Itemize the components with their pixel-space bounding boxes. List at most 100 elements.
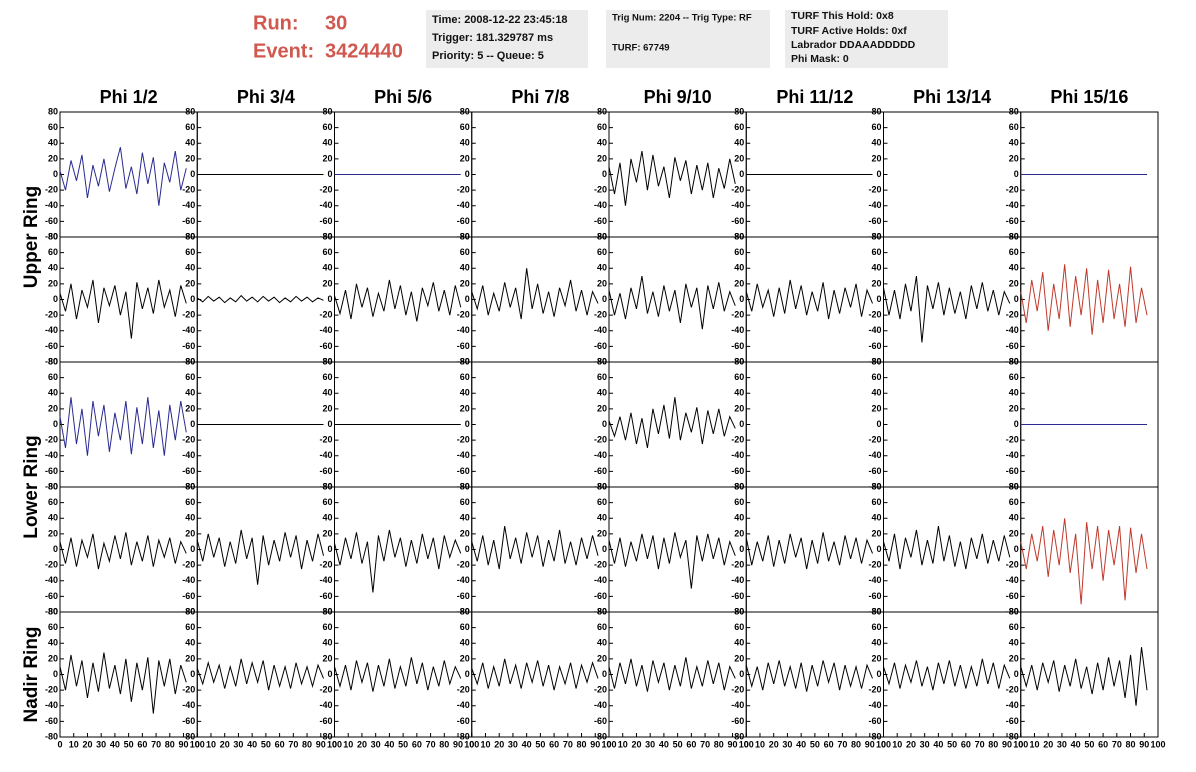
x-tick-label: 40 — [247, 739, 257, 749]
y-tick-label: 20 — [185, 153, 195, 163]
y-tick-label: 60 — [185, 122, 195, 132]
y-tick-label: 80 — [1009, 231, 1019, 241]
y-tick-label: -40 — [1006, 200, 1019, 210]
y-tick-label: 40 — [597, 263, 607, 273]
y-tick-label: -80 — [868, 231, 881, 241]
waveform — [59, 147, 187, 206]
x-tick-label: 20 — [220, 739, 230, 749]
x-tick-label: 60 — [686, 739, 696, 749]
y-tick-label: -60 — [457, 716, 470, 726]
y-tick-label: 20 — [48, 278, 58, 288]
panel-frame — [196, 236, 335, 363]
y-tick-label: 60 — [734, 622, 744, 632]
y-tick-label: 80 — [185, 106, 195, 116]
y-tick-label: 80 — [460, 606, 470, 616]
x-tick-label: 90 — [179, 739, 189, 749]
y-tick-label: -60 — [182, 466, 195, 476]
y-tick-label: -20 — [319, 560, 332, 570]
y-tick-label: 60 — [734, 372, 744, 382]
y-tick-label: -20 — [319, 435, 332, 445]
waveform — [59, 279, 187, 339]
y-tick-label: -60 — [731, 341, 744, 351]
y-tick-label: 60 — [871, 372, 881, 382]
y-tick-label: 40 — [597, 638, 607, 648]
x-tick-label: 40 — [110, 739, 120, 749]
y-tick-label: -20 — [868, 185, 881, 195]
waveform — [608, 150, 736, 206]
panel-frame — [59, 611, 198, 738]
x-tick-label: 50 — [398, 739, 408, 749]
y-tick-label: 20 — [734, 153, 744, 163]
column-title: Phi 3/4 — [237, 87, 295, 107]
y-tick-label: -40 — [594, 200, 607, 210]
y-tick-label: 80 — [460, 231, 470, 241]
y-tick-label: 20 — [460, 153, 470, 163]
y-tick-label: -20 — [1006, 185, 1019, 195]
panel-frame — [745, 361, 884, 488]
y-tick-label: -60 — [868, 216, 881, 226]
y-tick-label: -40 — [45, 700, 58, 710]
y-tick-label: 80 — [734, 481, 744, 491]
y-tick-label: -60 — [594, 341, 607, 351]
y-tick-label: 0 — [739, 669, 744, 679]
y-tick-label: -20 — [457, 560, 470, 570]
x-tick-label: 70 — [288, 739, 298, 749]
y-tick-label: 80 — [185, 606, 195, 616]
y-tick-label: -40 — [868, 450, 881, 460]
info-box — [785, 10, 948, 68]
y-tick-label: -60 — [319, 716, 332, 726]
y-tick-label: 0 — [739, 169, 744, 179]
x-tick-label: 60 — [275, 739, 285, 749]
y-tick-label: -80 — [594, 231, 607, 241]
y-tick-label: 40 — [871, 388, 881, 398]
y-tick-label: 0 — [602, 169, 607, 179]
y-tick-label: 80 — [734, 606, 744, 616]
y-tick-label: 60 — [322, 372, 332, 382]
column-title: Phi 5/6 — [374, 87, 432, 107]
y-tick-label: 80 — [734, 106, 744, 116]
y-tick-label: -80 — [45, 231, 58, 241]
y-tick-label: 80 — [48, 606, 58, 616]
x-tick-label: 90 — [590, 739, 600, 749]
y-tick-label: -80 — [457, 481, 470, 491]
y-tick-label: 0 — [876, 294, 881, 304]
y-tick-label: 60 — [460, 122, 470, 132]
y-tick-label: 0 — [190, 544, 195, 554]
y-tick-label: 20 — [597, 278, 607, 288]
y-tick-label: 20 — [48, 403, 58, 413]
y-tick-label: -60 — [182, 341, 195, 351]
waveform — [1020, 264, 1148, 335]
waveform — [1020, 647, 1148, 706]
y-tick-label: 0 — [327, 669, 332, 679]
x-tick-label: 80 — [165, 739, 175, 749]
y-tick-label: 60 — [1009, 622, 1019, 632]
y-tick-label: -20 — [45, 435, 58, 445]
y-tick-label: 20 — [734, 278, 744, 288]
x-tick-label: 10 — [755, 739, 765, 749]
ring-label: Nadir Ring — [21, 626, 42, 722]
waveform — [1020, 518, 1148, 605]
y-tick-label: 40 — [1009, 138, 1019, 148]
y-tick-label: 0 — [327, 419, 332, 429]
y-tick-label: 60 — [48, 122, 58, 132]
x-tick-label: 80 — [302, 739, 312, 749]
y-tick-label: 20 — [597, 153, 607, 163]
y-tick-label: 20 — [185, 403, 195, 413]
waveform — [334, 279, 462, 322]
x-tick-label: 40 — [384, 739, 394, 749]
y-tick-label: 60 — [185, 497, 195, 507]
y-tick-label: 60 — [48, 497, 58, 507]
x-tick-label: 50 — [124, 739, 134, 749]
y-tick-label: 60 — [460, 372, 470, 382]
waveform — [608, 532, 736, 589]
y-tick-label: -40 — [731, 700, 744, 710]
y-tick-label: -40 — [868, 700, 881, 710]
y-tick-label: 0 — [190, 669, 195, 679]
info-line: TURF: 67749 — [612, 43, 670, 54]
y-tick-label: 60 — [1009, 247, 1019, 257]
x-tick-label: 50 — [673, 739, 683, 749]
y-tick-label: 40 — [734, 138, 744, 148]
y-tick-label: 0 — [53, 419, 58, 429]
y-tick-label: -60 — [45, 716, 58, 726]
y-tick-label: 0 — [876, 544, 881, 554]
